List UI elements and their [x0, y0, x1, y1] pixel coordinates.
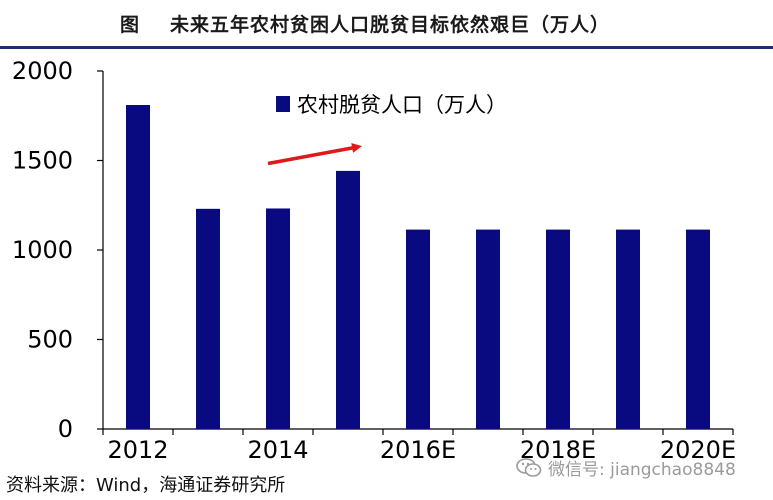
- wechat-watermark: 微信号: jiangchao8848: [516, 455, 736, 480]
- bar: [476, 229, 500, 429]
- y-tick-label: 1500: [12, 147, 73, 175]
- bar: [126, 105, 150, 429]
- y-tick-label: 1000: [12, 236, 73, 264]
- title-prefix: 图: [120, 14, 140, 36]
- bar: [196, 208, 220, 429]
- watermark-text: 微信号: jiangchao8848: [548, 460, 736, 480]
- legend-label: 农村脱贫人口（万人）: [297, 93, 507, 117]
- bar: [336, 170, 360, 429]
- x-tick-label: 2018E: [520, 436, 596, 464]
- legend-swatch: [276, 96, 290, 112]
- x-tick-label: 2020E: [660, 436, 736, 464]
- bar: [616, 229, 640, 429]
- y-tick-label: 500: [27, 326, 73, 354]
- bar: [406, 229, 430, 429]
- trend-arrow: [267, 143, 362, 166]
- chart-title: 未来五年农村贫困人口脱贫目标依然艰巨（万人）: [170, 14, 611, 36]
- title-bar: 图 未来五年农村贫困人口脱贫目标依然艰巨（万人）: [0, 0, 773, 49]
- bar: [686, 229, 710, 429]
- y-tick-label: 0: [58, 415, 73, 443]
- y-tick-label: 2000: [12, 57, 73, 85]
- wechat-icon: [516, 457, 542, 477]
- source-note: 资料来源：Wind，海通证券研究所: [6, 475, 286, 496]
- x-tick-label: 2016E: [380, 436, 456, 464]
- x-tick-label: 2014: [247, 436, 308, 464]
- bar: [266, 208, 290, 429]
- x-tick-label: 2012: [107, 436, 168, 464]
- bar: [546, 229, 570, 429]
